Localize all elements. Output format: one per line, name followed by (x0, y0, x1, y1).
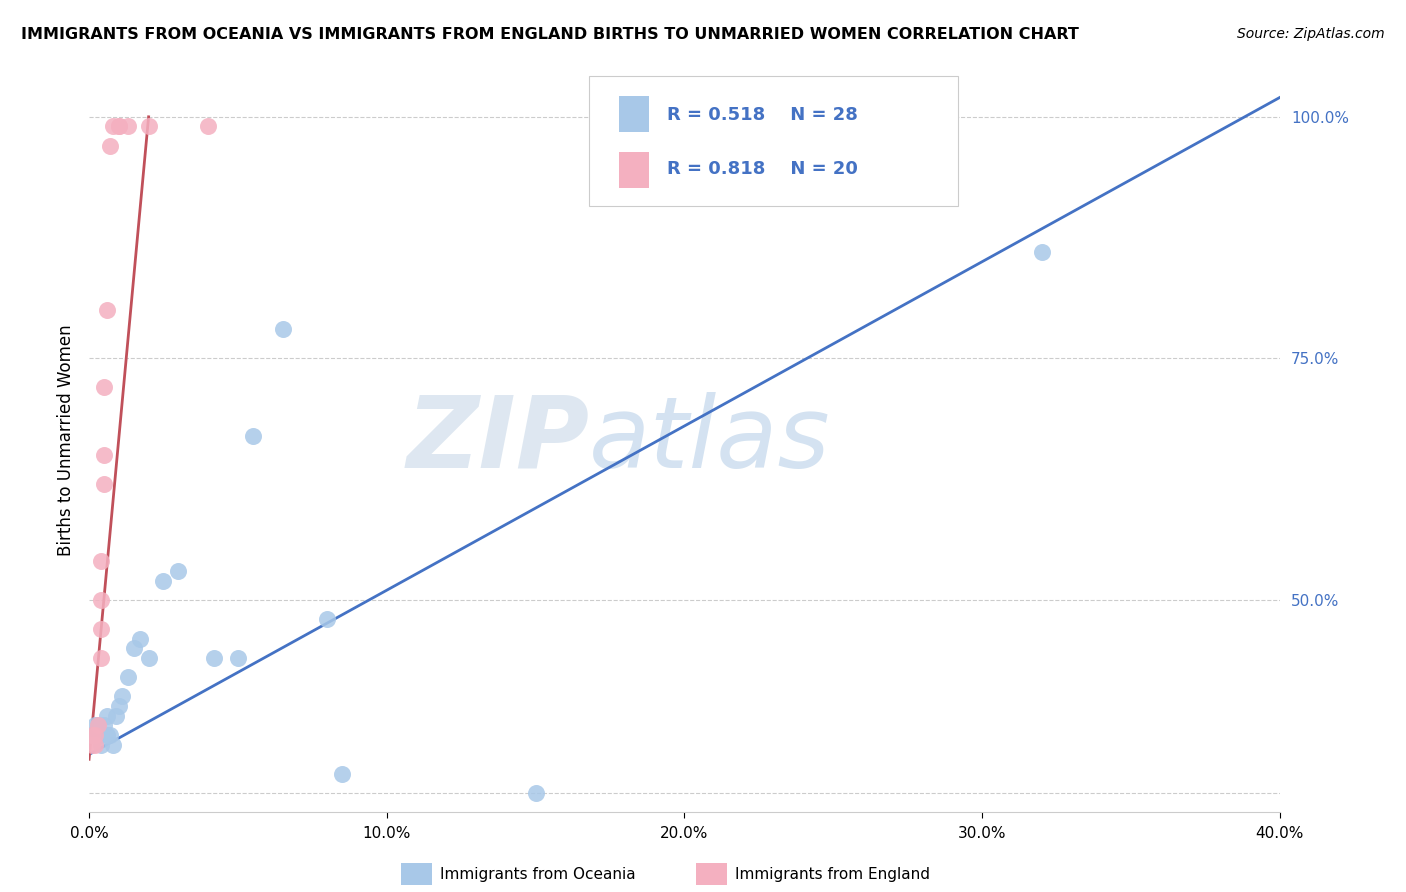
Text: ZIP: ZIP (406, 392, 589, 489)
Point (90, 651, 112, 665)
Point (316, 612, 339, 626)
Point (80, 728, 103, 742)
Point (108, 699, 131, 714)
Point (122, 641, 145, 656)
Point (111, 690, 134, 704)
Point (90, 593, 112, 607)
Point (524, 786, 547, 800)
Point (87, 718, 110, 732)
Point (84, 738, 107, 752)
Point (271, 322, 294, 336)
Point (152, 574, 174, 588)
FancyBboxPatch shape (619, 96, 648, 132)
Point (84, 728, 107, 742)
Point (101, 120, 124, 134)
Point (80, 738, 103, 752)
Point (90, 554, 112, 568)
Point (101, 738, 124, 752)
Point (93, 448, 115, 462)
Text: R = 0.818    N = 20: R = 0.818 N = 20 (666, 160, 858, 178)
Point (117, 670, 139, 684)
Point (242, 428, 264, 442)
Text: Immigrants from England: Immigrants from England (735, 867, 931, 881)
Point (84, 728, 107, 742)
Point (93, 380, 115, 394)
Point (226, 651, 249, 665)
Point (138, 651, 160, 665)
Point (138, 120, 160, 134)
Point (197, 120, 219, 134)
Point (104, 708, 127, 723)
Point (108, 120, 131, 134)
Text: IMMIGRANTS FROM OCEANIA VS IMMIGRANTS FROM ENGLAND BIRTHS TO UNMARRIED WOMEN COR: IMMIGRANTS FROM OCEANIA VS IMMIGRANTS FR… (21, 27, 1078, 42)
FancyBboxPatch shape (619, 152, 648, 187)
Point (93, 718, 115, 732)
Point (90, 738, 112, 752)
FancyBboxPatch shape (589, 76, 959, 206)
Point (330, 766, 353, 780)
Text: Source: ZipAtlas.com: Source: ZipAtlas.com (1237, 27, 1385, 41)
Point (98, 138, 121, 153)
Point (108, 120, 131, 134)
Point (117, 120, 139, 134)
Point (96, 708, 118, 723)
Point (98, 728, 121, 742)
Point (128, 632, 150, 646)
Point (167, 564, 190, 578)
Point (84, 718, 107, 732)
Point (202, 651, 225, 665)
Point (87, 718, 110, 732)
Text: atlas: atlas (589, 392, 831, 489)
Text: Immigrants from Oceania: Immigrants from Oceania (440, 867, 636, 881)
Point (96, 303, 118, 318)
Text: R = 0.518    N = 28: R = 0.518 N = 28 (666, 105, 858, 124)
Point (1031, 245, 1053, 260)
Point (93, 477, 115, 491)
Point (90, 728, 112, 742)
Y-axis label: Births to Unmarried Women: Births to Unmarried Women (58, 325, 75, 557)
Point (80, 728, 103, 742)
Point (90, 622, 112, 636)
Point (96, 728, 118, 742)
